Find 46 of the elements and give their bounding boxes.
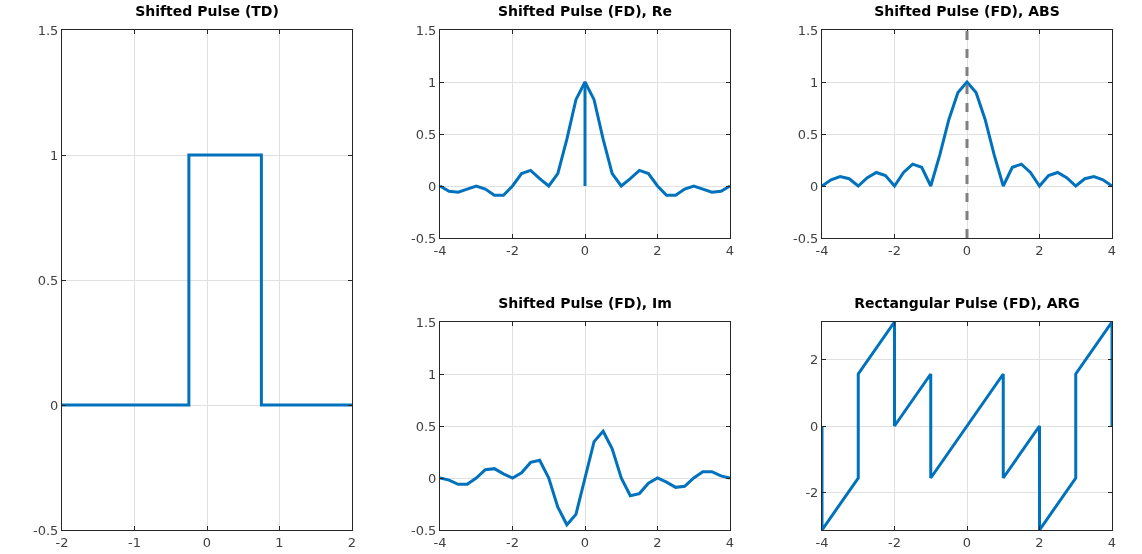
y-tick-label: 1 [50, 147, 59, 163]
x-tick-label: -2 [506, 242, 519, 258]
chart-title: Shifted Pulse (FD), Re [497, 2, 673, 19]
y-tick-label: -0.5 [33, 522, 59, 538]
y-tick-label: 0 [428, 178, 437, 194]
y-tick-label: 0 [810, 418, 819, 434]
x-tick-label: 0 [580, 534, 590, 550]
y-tick-label: 0.5 [415, 126, 437, 142]
x-tick-label: -1 [128, 534, 141, 550]
x-tick-label: 4 [1107, 242, 1117, 258]
x-tick-label: 2 [653, 242, 662, 258]
y-tick-label: 0.5 [37, 272, 59, 288]
x-tick-label: 4 [1107, 534, 1117, 550]
y-tick-label: 0 [50, 397, 59, 413]
y-tick-label: 1.5 [37, 22, 59, 38]
x-tick-label: 1 [275, 534, 284, 550]
x-tick-label: 0 [202, 534, 212, 550]
y-tick-label: 1.5 [415, 314, 437, 330]
y-tick-label: 1.5 [415, 22, 437, 38]
y-tick-label: 0.5 [797, 126, 819, 142]
y-tick-label: 1.5 [797, 22, 819, 38]
y-tick-label: 1 [428, 74, 437, 90]
x-tick-label: 0 [962, 242, 972, 258]
x-tick-label: 4 [725, 534, 735, 550]
chart-title: Shifted Pulse (FD), Im [498, 294, 672, 311]
x-tick-label: -4 [815, 534, 829, 550]
y-tick-label: 0.5 [415, 418, 437, 434]
x-tick-label: 4 [725, 242, 735, 258]
x-tick-label: 0 [580, 242, 590, 258]
x-tick-label: 2 [653, 534, 662, 550]
chart-title: Shifted Pulse (TD) [135, 2, 279, 19]
y-tick-label: 1 [428, 366, 437, 382]
y-tick-label: 0 [428, 470, 437, 486]
x-tick-label: 0 [962, 534, 972, 550]
chart-title: Rectangular Pulse (FD), ARG [854, 294, 1080, 311]
x-tick-label: 2 [1035, 242, 1044, 258]
y-tick-label: 1 [810, 74, 819, 90]
x-tick-label: -2 [888, 534, 901, 550]
y-tick-label: 2 [810, 352, 819, 368]
x-tick-label: 2 [1035, 534, 1044, 550]
x-tick-label: -2 [506, 534, 519, 550]
y-tick-label: -2 [805, 484, 819, 500]
chart-title: Shifted Pulse (FD), ABS [874, 2, 1060, 19]
y-tick-label: 0 [810, 178, 819, 194]
x-tick-label: -2 [888, 242, 901, 258]
x-tick-label: 2 [347, 534, 357, 550]
